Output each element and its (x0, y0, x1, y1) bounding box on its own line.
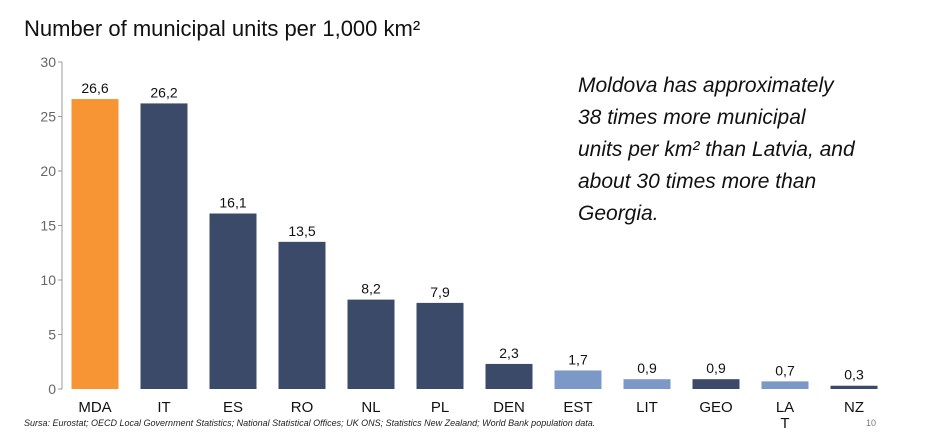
y-tick-label: 15 (40, 218, 56, 234)
x-tick-label: NZ (844, 399, 864, 416)
x-tick-label: RO (291, 399, 314, 416)
bar (485, 363, 533, 389)
y-tick-label: 0 (48, 381, 56, 397)
bar (830, 385, 878, 389)
bar (761, 381, 809, 389)
bar (209, 213, 257, 389)
y-axis: 0 5 10 15 20 25 30 (40, 54, 63, 397)
x-tick-label: IT (157, 399, 170, 416)
bar (623, 379, 671, 389)
y-tick-label: 20 (40, 163, 56, 179)
y-tick-label: 25 (40, 109, 56, 125)
x-tick-label: NL (361, 399, 380, 416)
x-tick-label: ES (223, 399, 243, 416)
y-tick-label: 30 (40, 54, 56, 70)
data-label: 2,3 (499, 345, 519, 361)
data-label: 0,3 (844, 367, 864, 383)
bar (278, 241, 326, 389)
data-label: 16,1 (219, 195, 246, 211)
x-tick-label: MDA (78, 399, 111, 416)
data-label: 26,6 (81, 80, 108, 96)
x-tick-label: T (780, 415, 789, 432)
x-tick-label: EST (563, 399, 592, 416)
bar (347, 299, 395, 389)
annotation-text: Moldova has approximately 38 times more … (578, 70, 898, 230)
x-tick-label: PL (431, 399, 449, 416)
x-axis-labels: MDA IT ES RO NL PL DEN EST LIT GEO LAT NZ (78, 399, 864, 432)
data-label: 26,2 (150, 84, 177, 100)
data-label: 8,2 (361, 281, 381, 297)
bar (140, 103, 188, 390)
x-tick-label: LIT (636, 399, 658, 416)
bar (71, 99, 119, 389)
annotation-line: units per km² than Latvia, and (578, 137, 855, 161)
annotation-line: 38 times more municipal (578, 105, 806, 129)
data-label: 0,9 (637, 360, 657, 376)
bar (554, 370, 602, 389)
chart-title: Number of municipal units per 1,000 km² (24, 16, 421, 41)
x-tick-label: LA (776, 399, 794, 416)
page-number: 10 (866, 418, 877, 428)
x-tick-label: DEN (493, 399, 525, 416)
annotation-line: Georgia. (578, 201, 659, 225)
source-note: Sursa: Eurostat; OECD Local Government S… (24, 418, 596, 428)
data-label: 0,7 (775, 362, 795, 378)
annotation-line: about 30 times more than (578, 169, 817, 193)
y-tick-label: 10 (40, 272, 56, 288)
y-tick-label: 5 (48, 327, 56, 343)
data-label: 7,9 (430, 284, 450, 300)
data-label: 1,7 (568, 351, 588, 367)
data-label: 0,9 (706, 360, 726, 376)
annotation-line: Moldova has approximately (578, 74, 834, 97)
x-tick-label: GEO (699, 399, 732, 416)
value-labels: 26,6 26,2 16,1 13,5 8,2 7,9 2,3 1,7 0,9 0,9 0,7 0,3 (81, 80, 864, 383)
bars (71, 99, 878, 390)
bar (692, 379, 740, 389)
bar (416, 302, 464, 389)
data-label: 13,5 (288, 223, 315, 239)
